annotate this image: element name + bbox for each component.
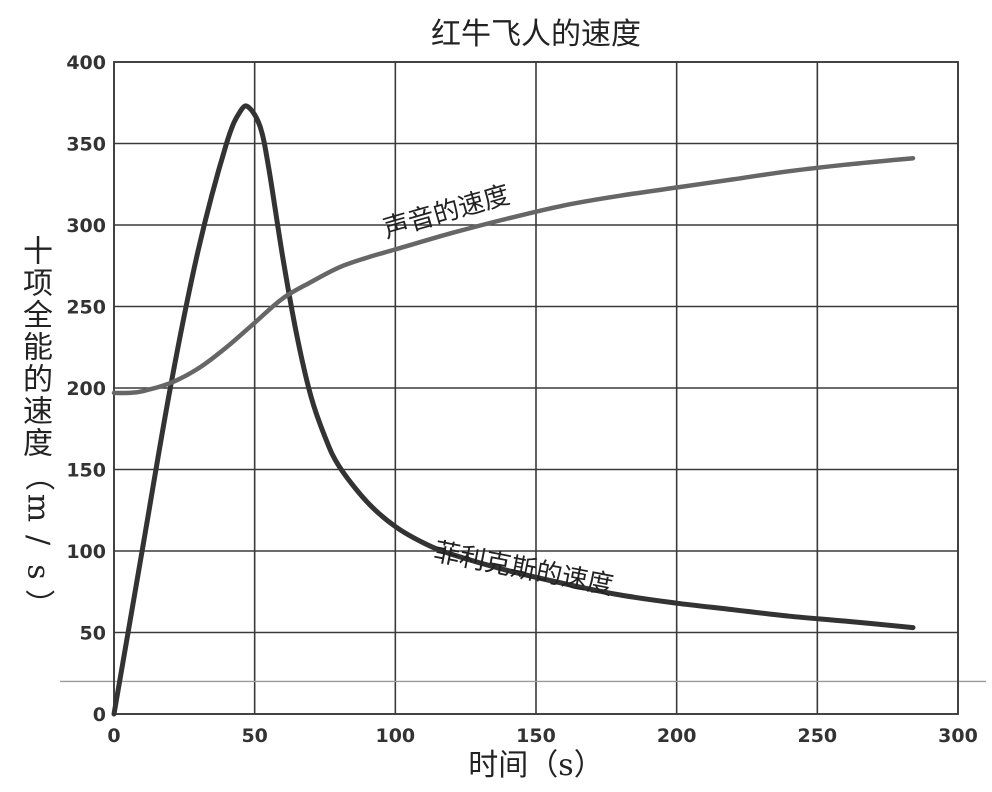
y-tick-label: 250 — [66, 297, 106, 319]
x-tick-label: 0 — [107, 725, 120, 747]
y-axis-title-char: 的 — [23, 363, 53, 398]
y-axis-title-char: 全 — [23, 299, 53, 334]
x-tick-label: 100 — [375, 725, 415, 747]
chart-title: 红牛飞人的速度 — [431, 17, 641, 52]
y-tick-label: 150 — [66, 460, 106, 482]
y-tick-label: 300 — [66, 215, 106, 237]
x-tick-label: 300 — [938, 725, 978, 747]
y-axis-title-char: / — [21, 535, 56, 546]
y-axis-title-char: 度 — [23, 427, 53, 462]
y-tick-label: 350 — [66, 134, 106, 156]
plot-frame — [113, 61, 959, 715]
x-tick-label: 150 — [516, 725, 556, 747]
series — [111, 103, 916, 717]
x-tick-label: 200 — [657, 725, 697, 747]
series-label-1: 菲利克斯的速度 — [431, 537, 615, 601]
x-tick-labels: 0 50 100 150 200 250 300 — [107, 725, 977, 747]
y-axis-title-char: 能 — [23, 331, 53, 366]
y-axis-title-char: ） — [21, 589, 56, 619]
series-line-1 — [111, 155, 916, 396]
grid — [113, 61, 959, 715]
y-tick-label: 50 — [80, 623, 106, 645]
y-axis-title-char: 十 — [23, 235, 53, 270]
y-axis-title-char: s — [21, 564, 56, 579]
x-tick-label: 250 — [797, 725, 837, 747]
y-axis-title-char: m — [21, 494, 56, 522]
y-axis-title-char: 项 — [23, 267, 53, 302]
y-tick-label: 400 — [66, 52, 106, 74]
y-tick-label: 0 — [93, 704, 106, 726]
y-tick-label: 200 — [66, 378, 106, 400]
y-tick-label: 100 — [66, 541, 106, 563]
x-axis-title: 时间（s） — [468, 748, 603, 783]
y-axis-title-char: 速 — [23, 395, 53, 430]
x-tick-label: 50 — [241, 725, 267, 747]
y-axis-title-char: （ — [21, 461, 56, 491]
y-tick-labels: 0 50 100 150 200 250 300 350 400 — [66, 52, 106, 726]
series-line-0 — [111, 103, 916, 717]
